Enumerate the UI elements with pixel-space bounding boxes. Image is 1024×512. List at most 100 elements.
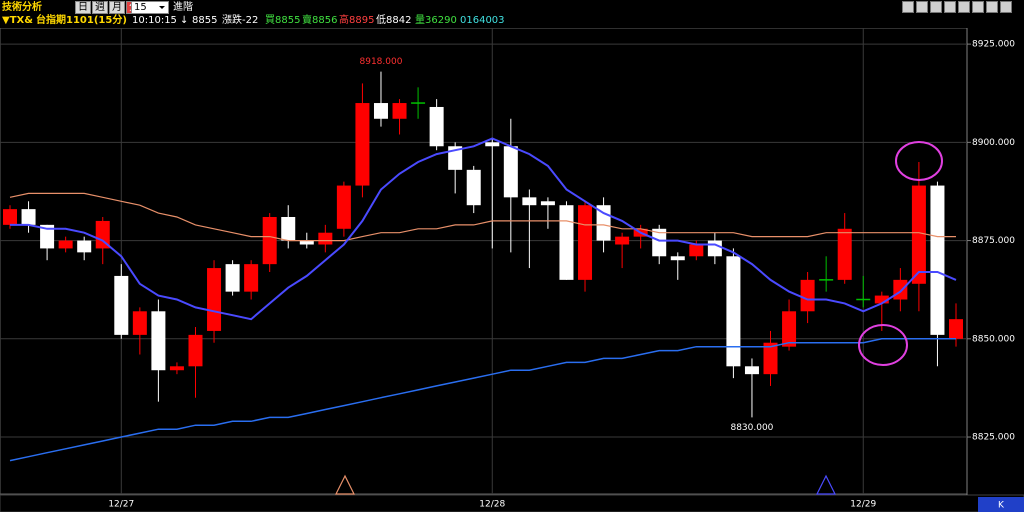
high-annotation: 8918.000	[360, 57, 403, 67]
low-annotation: 8830.000	[730, 423, 773, 433]
advanced-button[interactable]: 進階	[173, 2, 193, 13]
candle-body	[58, 240, 73, 249]
candle-body	[763, 342, 778, 375]
mode-button[interactable]	[978, 497, 1024, 512]
candle-body	[21, 209, 36, 225]
signal-triangle	[335, 474, 355, 495]
symbol: ▼TX&	[2, 15, 33, 26]
x-tick-label: 12/29	[850, 500, 876, 510]
period-button[interactable]: 月	[109, 1, 125, 14]
plot-layer: 8825.000 8850.000 8875.000 8900.000 8925.000…	[0, 28, 1015, 510]
toolbar-icons	[900, 1, 1012, 14]
candle-body	[207, 268, 222, 331]
candle-body	[930, 185, 945, 335]
candle-body	[299, 240, 314, 245]
moving-average-line	[10, 137, 957, 321]
candle-body	[114, 275, 129, 335]
y-tick-label: 8850.000	[972, 334, 1015, 344]
candle-body	[689, 244, 704, 257]
period-button[interactable]: 日	[75, 1, 91, 14]
highlight-circle	[858, 324, 908, 366]
candle-body	[95, 220, 110, 249]
candle-body	[318, 232, 333, 245]
tool-icon[interactable]	[972, 1, 984, 13]
mode-label[interactable]: K	[998, 501, 1005, 511]
quote-change: 漲跌-22	[222, 15, 259, 26]
y-tick-label: 8925.000	[972, 40, 1015, 50]
candle-body	[188, 334, 203, 367]
candle-body	[800, 279, 815, 312]
plot-area	[0, 28, 968, 495]
quote-arrow: ↓	[180, 15, 189, 26]
candle-body	[540, 201, 555, 206]
quote-bid: 買8855	[265, 15, 301, 26]
quote-price: 8855	[192, 15, 218, 26]
candle-body	[3, 209, 17, 225]
candle-body	[336, 185, 351, 229]
x-tick-label: 12/28	[479, 500, 505, 510]
candle-body	[169, 366, 184, 371]
candle-body	[225, 264, 240, 292]
chart: K 8825.000 8850.000 8875.000 8900.000 8925.0…	[0, 28, 1024, 512]
tool-icon[interactable]	[916, 1, 928, 13]
period-button[interactable]: 週	[92, 1, 108, 14]
candle-body	[726, 256, 741, 367]
candle-body	[466, 169, 481, 206]
interval-value[interactable]: 15	[131, 1, 169, 14]
header: 技術分析 日週月分 15 進階 ▼TX& 台指期1101(15分) 10:10:…	[0, 0, 1024, 28]
candle-body	[262, 216, 277, 265]
x-tick-label: 12/27	[108, 500, 134, 510]
candle-body	[77, 240, 92, 253]
candle-body	[874, 295, 889, 304]
y-tick-label: 8900.000	[972, 138, 1015, 148]
quote-volume: 量36290	[415, 15, 457, 26]
quote-high: 高8895	[339, 15, 375, 26]
y-tick-label: 8875.000	[972, 236, 1015, 246]
candle-body	[485, 142, 500, 147]
candle-body	[837, 228, 852, 280]
x-axis-bar	[0, 494, 1024, 512]
candle-body	[429, 106, 444, 147]
candle-body	[559, 205, 574, 280]
tool-icon[interactable]	[986, 1, 998, 13]
candle-body	[281, 216, 296, 241]
tool-icon[interactable]	[944, 1, 956, 13]
candle-body	[448, 146, 463, 170]
candle-body	[392, 103, 407, 119]
candle-body	[911, 185, 926, 284]
tool-icon[interactable]	[958, 1, 970, 13]
candle-body	[949, 319, 963, 339]
candle-body	[373, 103, 388, 119]
symbol-name: 台指期1101(15分)	[36, 15, 127, 26]
candle-body	[782, 311, 797, 347]
quote-code: 0164003	[460, 15, 505, 26]
interval-select[interactable]: 15	[131, 1, 169, 14]
candle-body	[503, 146, 518, 198]
candle-body	[670, 256, 685, 261]
candle-body	[578, 205, 593, 280]
candle-body	[151, 311, 166, 371]
candle-body	[893, 279, 908, 300]
tool-icon[interactable]	[930, 1, 942, 13]
y-tick-label: 8825.000	[972, 433, 1015, 443]
signal-triangle	[816, 474, 836, 495]
candle-body	[652, 228, 667, 257]
candle-body	[132, 311, 147, 335]
moving-average-line	[9, 338, 956, 462]
tool-icon[interactable]	[1000, 1, 1012, 13]
candle-body	[355, 103, 370, 186]
moving-average-line	[9, 192, 956, 242]
tool-icon[interactable]	[902, 1, 914, 13]
title: 技術分析	[2, 2, 42, 13]
candle-body	[744, 366, 759, 375]
candle-body	[707, 240, 722, 257]
candle-body	[40, 224, 55, 249]
candle-body	[522, 197, 537, 206]
quote-low: 低8842	[376, 15, 412, 26]
quote-time: 10:10:15	[132, 15, 177, 26]
quote-ask: 賣8856	[302, 15, 338, 26]
candle-body	[615, 236, 630, 245]
candle-body	[244, 264, 259, 292]
grid: 8825.000 8850.000 8875.000 8900.000 8925.000…	[0, 28, 1015, 510]
